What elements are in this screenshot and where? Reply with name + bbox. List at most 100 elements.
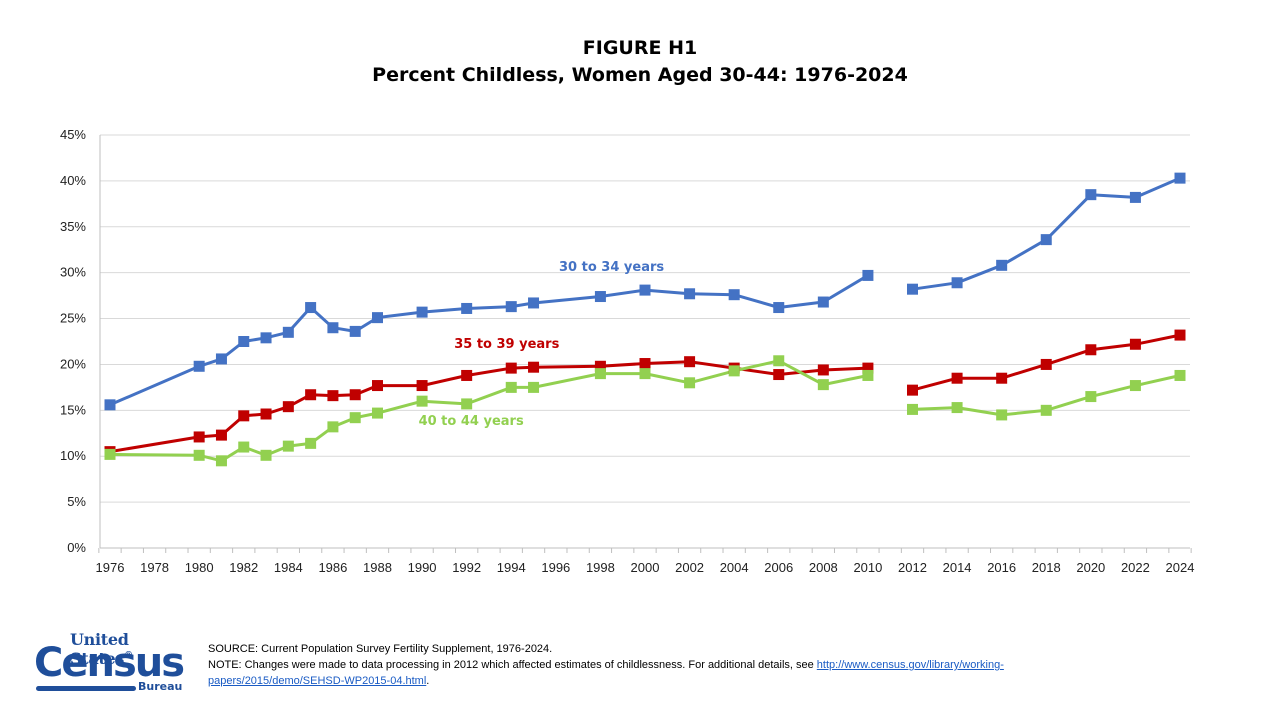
data-point-marker: [238, 410, 250, 422]
data-point-marker: [193, 449, 205, 461]
x-axis-ticks: 1976 1978 1980 1982 1984 1986 1988 1990 1992 1994…: [96, 560, 1195, 575]
data-point-marker: [817, 379, 829, 391]
x-tick-label: 1990: [408, 560, 437, 575]
x-tick-label: 1984: [274, 560, 303, 575]
x-tick-label: 1978: [140, 560, 169, 575]
data-point-marker: [1085, 391, 1097, 403]
x-tick-label: 1986: [318, 560, 347, 575]
y-tick-label: 45%: [60, 127, 86, 142]
x-tick-label: 2020: [1076, 560, 1105, 575]
logo-bar: [36, 686, 136, 691]
data-point-marker: [528, 381, 540, 393]
series-label: 30 to 34 years: [559, 260, 664, 275]
x-tick-label: 2010: [853, 560, 882, 575]
data-point-marker: [862, 369, 874, 381]
data-point-marker: [773, 369, 785, 381]
data-point-marker: [594, 291, 606, 303]
y-tick-label: 20%: [60, 356, 86, 371]
data-point-marker: [996, 259, 1008, 271]
y-tick-label: 10%: [60, 448, 86, 463]
data-point-marker: [215, 353, 227, 365]
data-point-marker: [349, 389, 361, 401]
data-point-marker: [639, 368, 651, 380]
data-point-marker: [639, 284, 651, 296]
data-point-marker: [215, 429, 227, 441]
x-tick-label: 2014: [943, 560, 972, 575]
x-tick-label: 2004: [720, 560, 749, 575]
y-tick-label: 35%: [60, 219, 86, 234]
data-point-marker: [505, 381, 517, 393]
working-paper-link[interactable]: http://www.census.gov/library/working-pa…: [208, 659, 1004, 687]
logo-united-states: United States®: [70, 630, 133, 668]
y-tick-label: 30%: [60, 265, 86, 280]
gridlines: [100, 134, 1190, 549]
x-tick-label: 1998: [586, 560, 615, 575]
note-text: NOTE: Changes were made to data processi…: [208, 659, 1004, 687]
y-tick-label: 25%: [60, 311, 86, 326]
x-tick-label: 2000: [631, 560, 660, 575]
data-point-marker: [260, 408, 272, 420]
data-point-marker: [327, 390, 339, 402]
y-tick-label: 5%: [67, 494, 86, 509]
data-point-marker: [996, 372, 1008, 384]
data-point-marker: [461, 302, 473, 314]
data-point-marker: [907, 403, 918, 415]
data-point-marker: [215, 455, 227, 467]
data-point-marker: [1040, 358, 1052, 370]
data-point-marker: [260, 332, 272, 344]
x-tick-label: 1982: [229, 560, 258, 575]
data-point-marker: [907, 283, 918, 295]
figure-label: FIGURE H1: [582, 37, 698, 59]
data-point-marker: [684, 288, 696, 300]
data-point-marker: [862, 362, 874, 374]
data-point-marker: [416, 380, 428, 392]
data-point-marker: [773, 355, 785, 367]
data-point-marker: [1174, 369, 1186, 381]
source-text: SOURCE: Current Population Survey Fertil…: [208, 643, 553, 655]
data-point-marker: [639, 358, 651, 370]
x-tick-label: 2006: [764, 560, 793, 575]
y-tick-label: 15%: [60, 402, 86, 417]
data-point-marker: [528, 361, 540, 373]
x-tick-label: 1992: [452, 560, 481, 575]
data-point-marker: [505, 301, 517, 313]
x-tick-label: 1980: [185, 560, 214, 575]
data-point-marker: [372, 312, 383, 324]
logo-census: Census: [34, 640, 185, 686]
data-point-marker: [282, 326, 294, 338]
x-tick-label: 1996: [541, 560, 570, 575]
data-point-marker: [951, 402, 963, 414]
data-point-marker: [862, 269, 874, 281]
data-point-marker: [1129, 338, 1141, 350]
data-point-marker: [349, 325, 361, 337]
data-point-marker: [305, 389, 317, 401]
data-point-marker: [282, 401, 294, 413]
data-point-marker: [594, 360, 606, 372]
data-point-marker: [1085, 344, 1097, 356]
series-label: 35 to 39 years: [454, 337, 559, 352]
y-axis-ticks: 0% 5% 10% 15% 20% 25% 30% 35% 40% 45%: [60, 127, 86, 555]
chart-title: Percent Childless, Women Aged 30-44: 197…: [372, 64, 908, 86]
data-point-marker: [1129, 191, 1141, 203]
y-tick-label: 0%: [67, 540, 86, 555]
x-tick-label: 2002: [675, 560, 704, 575]
data-point-marker: [728, 289, 740, 301]
data-point-marker: [684, 377, 696, 389]
data-point-marker: [349, 412, 361, 424]
data-point-marker: [327, 421, 339, 433]
census-bureau-logo: United States® Census Bureau: [34, 630, 185, 693]
data-point-marker: [282, 440, 294, 452]
y-tick-label: 40%: [60, 173, 86, 188]
data-point-marker: [728, 365, 740, 377]
x-tick-label: 2016: [987, 560, 1016, 575]
x-tick-label: 2022: [1121, 560, 1150, 575]
data-point-marker: [1174, 172, 1186, 184]
data-point-marker: [305, 302, 317, 314]
data-point-marker: [104, 448, 116, 460]
data-point-marker: [193, 360, 205, 372]
data-point-marker: [327, 322, 339, 334]
series-label: 40 to 44 years: [419, 414, 524, 429]
data-point-marker: [260, 449, 272, 461]
data-point-marker: [372, 407, 383, 419]
data-point-marker: [461, 398, 473, 410]
